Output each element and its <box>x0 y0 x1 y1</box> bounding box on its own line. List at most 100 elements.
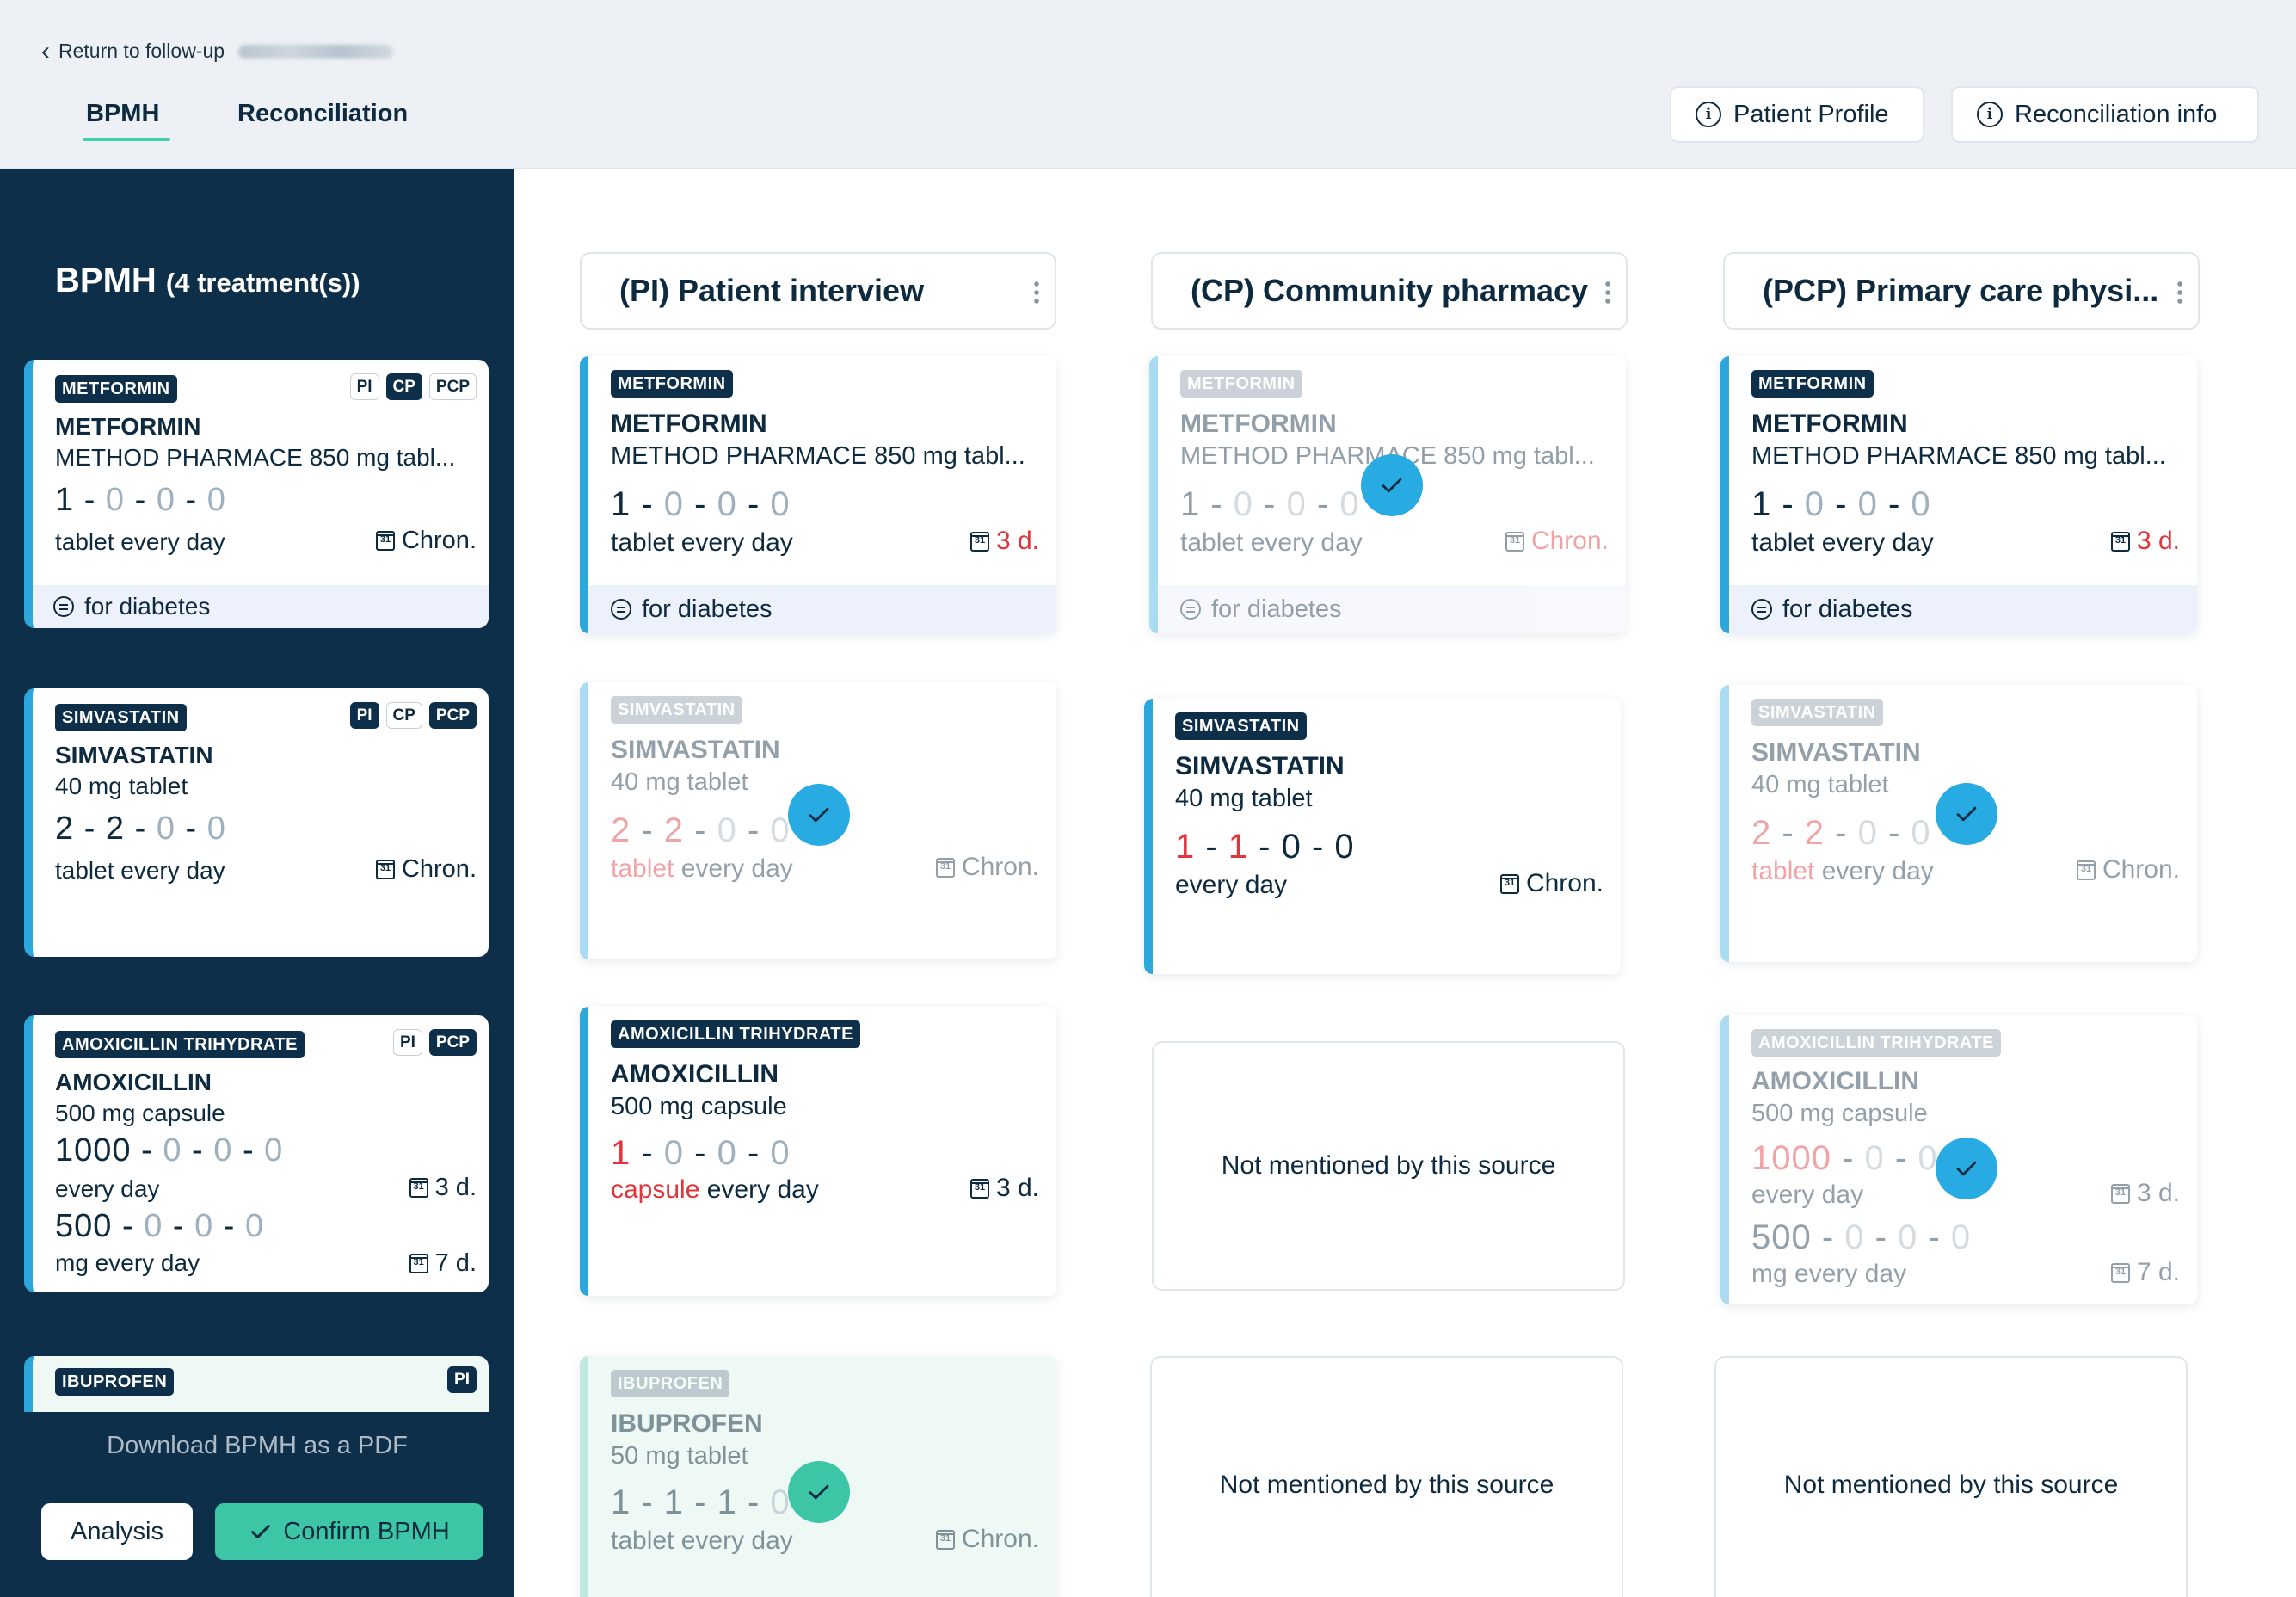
back-link[interactable]: ‹ Return to follow-up <box>41 38 394 64</box>
calendar-icon: 31 <box>935 1529 955 1550</box>
column-header-pcp[interactable]: (PCP) Primary care physi... <box>1723 252 2200 330</box>
confirm-bpmh-button[interactable]: Confirm BPMH <box>215 1503 483 1560</box>
source-chip-pi: PI <box>447 1366 477 1393</box>
dosage-schedule: 1 - 0 - 0 - 0 <box>1180 485 1360 523</box>
note-text: for diabetes <box>642 595 773 623</box>
pi-card-amoxicillin[interactable]: AMOXICILLIN TRIHYDRATE AMOXICILLIN 500 m… <box>580 1007 1056 1296</box>
check-icon[interactable] <box>788 784 850 846</box>
check-icon[interactable] <box>1936 1138 1997 1199</box>
not-mentioned-text: Not mentioned by this source <box>1219 1471 1554 1499</box>
drug-description: METHOD PHARMACE 850 mg tabl... <box>55 444 456 471</box>
info-circle-icon: i <box>1977 102 2003 127</box>
drug-name: METFORMIN <box>55 413 201 440</box>
pcp-card-simvastatin[interactable]: SIMVASTATIN SIMVASTATIN 40 mg tablet 2 -… <box>1720 685 2197 962</box>
comment-icon <box>53 596 74 617</box>
dosage-schedule: 1000 - 0 - 0 - 0 <box>55 1132 284 1168</box>
drug-class-badge: SIMVASTATIN <box>55 704 187 731</box>
check-icon[interactable] <box>1361 454 1423 516</box>
calendar-icon: 31 <box>409 1178 428 1198</box>
tab-bpmh[interactable]: BPMH <box>86 100 160 127</box>
note-text: for diabetes <box>1782 595 1913 623</box>
dosage-schedule-2: 500 - 0 - 0 - 0 <box>1751 1218 1972 1256</box>
drug-name: METFORMIN <box>611 410 767 438</box>
dosage-schedule: 1 - 0 - 0 - 0 <box>611 1134 791 1172</box>
drug-name: METFORMIN <box>1751 410 1908 438</box>
more-vertical-icon[interactable] <box>2177 280 2182 305</box>
tab-reconciliation[interactable]: Reconciliation <box>237 100 409 127</box>
duration: 31 3 d. <box>969 1174 1039 1203</box>
drug-description: 500 mg capsule <box>55 1100 225 1126</box>
back-link-label: Return to follow-up <box>58 40 225 62</box>
dosage-schedule: 1 - 1 - 1 - 0 <box>611 1483 791 1521</box>
frequency: tablet every day <box>611 1526 793 1555</box>
drug-class-badge: SIMVASTATIN <box>1751 699 1883 726</box>
duration: 31 Chron. <box>375 527 477 555</box>
bpmh-card-metformin[interactable]: METFORMIN PI CP PCP METFORMIN METHOD PHA… <box>24 360 489 628</box>
check-icon[interactable] <box>788 1461 850 1523</box>
bpmh-card-amoxicillin[interactable]: AMOXICILLIN TRIHYDRATE PI PCP AMOXICILLI… <box>24 1015 489 1292</box>
download-pdf-link[interactable]: Download BPMH as a PDF <box>107 1432 408 1459</box>
calendar-icon: 31 <box>375 860 395 879</box>
calendar-icon: 31 <box>969 1178 989 1199</box>
pcp-not-mentioned-ibuprofen: Not mentioned by this source <box>1714 1356 2188 1597</box>
calendar-icon: 31 <box>409 1254 428 1273</box>
reconciliation-info-button[interactable]: i Reconciliation info <box>1951 86 2259 143</box>
source-chips: PI <box>447 1366 477 1393</box>
drug-class-badge: METFORMIN <box>611 370 733 398</box>
duration-2: 31 7 d. <box>2110 1258 2180 1287</box>
dosage-schedule: 2 - 2 - 0 - 0 <box>55 811 226 847</box>
duration: 31 Chron. <box>375 855 477 884</box>
drug-name: IBUPROFEN <box>611 1409 763 1438</box>
pcp-card-amoxicillin[interactable]: AMOXICILLIN TRIHYDRATE AMOXICILLIN 500 m… <box>1720 1015 2197 1304</box>
calendar-icon: 31 <box>2076 860 2096 880</box>
note-row: for diabetes <box>1729 585 2197 633</box>
source-chips: PI CP PCP <box>349 702 477 729</box>
more-vertical-icon[interactable] <box>1034 280 1039 305</box>
pi-card-ibuprofen[interactable]: IBUPROFEN IBUPROFEN 50 mg tablet 1 - 1 -… <box>580 1356 1056 1597</box>
check-icon <box>251 1525 271 1538</box>
calendar-icon: 31 <box>375 531 395 551</box>
source-chip-pi: PI <box>349 702 379 729</box>
drug-class-badge: AMOXICILLIN TRIHYDRATE <box>1751 1029 2001 1057</box>
pi-card-simvastatin[interactable]: SIMVASTATIN SIMVASTATIN 40 mg tablet 2 -… <box>580 682 1056 959</box>
source-chip-pi: PI <box>349 373 379 400</box>
cp-card-metformin[interactable]: METFORMIN METFORMIN METHOD PHARMACE 850 … <box>1149 356 1626 633</box>
pi-card-metformin[interactable]: METFORMIN METFORMIN METHOD PHARMACE 850 … <box>580 356 1056 633</box>
column-header-cp[interactable]: (CP) Community pharmacy <box>1151 252 1628 330</box>
drug-class-badge: AMOXICILLIN TRIHYDRATE <box>55 1031 305 1058</box>
comment-icon <box>1751 599 1772 620</box>
cp-not-mentioned-ibuprofen: Not mentioned by this source <box>1150 1356 1623 1597</box>
top-header: ‹ Return to follow-up BPMH Reconciliatio… <box>0 0 2296 169</box>
more-vertical-icon[interactable] <box>1605 280 1610 305</box>
check-icon[interactable] <box>1936 783 1997 845</box>
frequency: tablet every day <box>611 854 793 883</box>
drug-class-badge: METFORMIN <box>55 375 177 403</box>
cp-card-simvastatin[interactable]: SIMVASTATIN SIMVASTATIN 40 mg tablet 1 -… <box>1144 699 1621 974</box>
pcp-card-metformin[interactable]: METFORMIN METFORMIN METHOD PHARMACE 850 … <box>1720 356 2197 633</box>
dosage-schedule: 2 - 2 - 0 - 0 <box>1751 814 1931 852</box>
analysis-button[interactable]: Analysis <box>41 1503 193 1560</box>
calendar-icon: 31 <box>1499 873 1519 894</box>
drug-name: SIMVASTATIN <box>1175 752 1345 780</box>
duration: 31 3 d. <box>409 1174 477 1202</box>
drug-class-badge: IBUPROFEN <box>611 1370 730 1397</box>
duration: 31 Chron. <box>1499 869 1604 898</box>
source-chip-cp: CP <box>385 702 422 729</box>
confirm-bpmh-label: Confirm BPMH <box>283 1517 450 1545</box>
duration: 31 3 d. <box>2110 527 2180 556</box>
dosage-schedule: 1 - 1 - 0 - 0 <box>1175 828 1355 866</box>
dosage-schedule: 2 - 2 - 0 - 0 <box>611 811 791 849</box>
drug-description: 40 mg tablet <box>611 768 748 796</box>
note-row: for diabetes <box>588 585 1056 633</box>
drug-name: AMOXICILLIN <box>1751 1067 1919 1095</box>
drug-description: 50 mg tablet <box>611 1442 748 1470</box>
column-header-pi[interactable]: (PI) Patient interview <box>580 252 1056 330</box>
dosage-schedule: 1 - 0 - 0 - 0 <box>1751 485 1931 523</box>
drug-class-badge: SIMVASTATIN <box>1175 712 1307 740</box>
drug-description: 40 mg tablet <box>55 773 188 799</box>
active-tab-indicator <box>83 138 170 141</box>
patient-profile-button[interactable]: i Patient Profile <box>1670 86 1924 143</box>
not-mentioned-text: Not mentioned by this source <box>1783 1471 2119 1499</box>
bpmh-card-simvastatin[interactable]: SIMVASTATIN PI CP PCP SIMVASTATIN 40 mg … <box>24 688 489 957</box>
drug-class-badge: IBUPROFEN <box>55 1368 175 1396</box>
